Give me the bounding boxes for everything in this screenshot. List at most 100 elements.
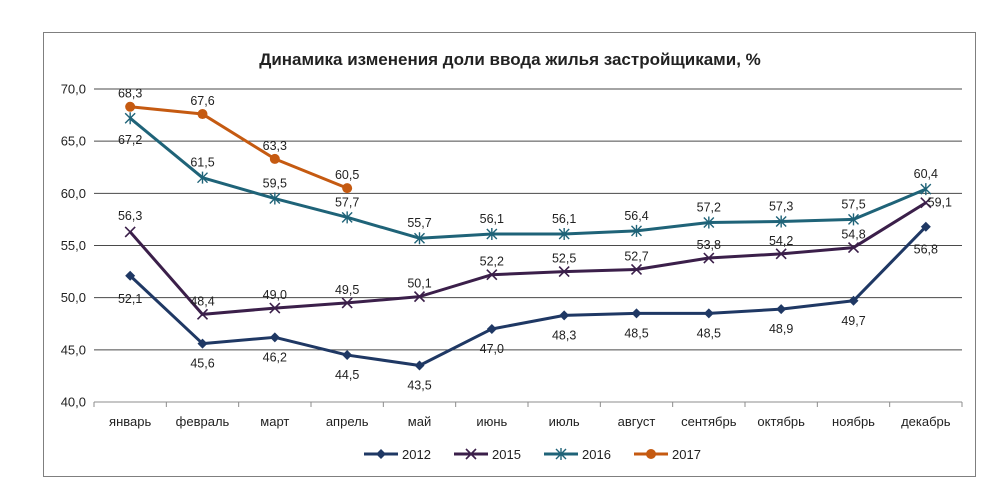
x-tick-label: август [618, 414, 656, 429]
data-point-2016 [631, 224, 642, 237]
data-label-layer: 52,1 45,6 46,2 44,5 43,5 47,0 48,3 48,5 48,5 48,9… [118, 87, 952, 393]
data-point-2012 [848, 295, 859, 306]
legend: 2012 2015 2016 2017 [364, 447, 701, 462]
x-tick-label: октябрь [757, 414, 805, 429]
data-point-2015 [196, 308, 209, 320]
data-label: 56,3 [118, 209, 142, 223]
y-tick-label: 55,0 [61, 238, 86, 253]
data-point-2015 [269, 302, 281, 314]
data-label: 56,8 [914, 243, 938, 257]
data-label: 48,5 [624, 326, 648, 340]
data-point-2015 [920, 197, 932, 209]
data-point-2015 [341, 297, 353, 309]
data-label: 60,5 [335, 168, 359, 182]
data-point-2015 [558, 266, 570, 278]
data-point-2015 [775, 248, 787, 260]
data-label: 53,8 [697, 238, 721, 252]
data-label: 52,7 [624, 249, 648, 263]
y-tick-label: 60,0 [61, 186, 86, 201]
data-point-2016 [197, 171, 208, 184]
legend-item-2017: 2017 [634, 447, 701, 462]
data-label: 57,3 [769, 200, 793, 214]
data-point-2017 [125, 101, 136, 112]
data-label: 67,2 [118, 133, 142, 147]
x-tick-label: февраль [176, 414, 230, 429]
data-label: 56,4 [624, 209, 648, 223]
data-point-2015 [703, 252, 715, 264]
axis-layer: 40,0 45,0 50,0 55,0 60,0 65,0 70,0 январь феврал… [61, 82, 963, 429]
data-label: 50,1 [407, 277, 431, 291]
series-line-2015 [129, 201, 927, 316]
legend-marker-2015 [465, 448, 477, 460]
legend-marker-2016 [555, 448, 567, 460]
series-line-2012 [129, 225, 927, 367]
x-tick-label: ноябрь [832, 414, 875, 429]
chart-frame: Динамика изменения доли ввода жилья заст… [43, 32, 976, 477]
legend-marker-2017 [646, 449, 656, 459]
data-point-2017 [269, 153, 280, 164]
series-2012 [125, 221, 931, 371]
line-chart: Динамика изменения доли ввода жилья заст… [61, 50, 963, 462]
data-point-2012 [776, 304, 787, 315]
data-point-2016 [920, 183, 932, 196]
data-label: 59,1 [928, 196, 952, 210]
data-point-2012 [559, 310, 570, 321]
data-label: 56,1 [552, 212, 576, 226]
data-point-2012 [703, 308, 714, 319]
data-point-2012 [414, 360, 425, 371]
x-tick-label: июль [549, 414, 580, 429]
data-label: 44,5 [335, 368, 359, 382]
data-label: 48,5 [697, 326, 721, 340]
x-tick-label: январь [109, 414, 151, 429]
data-label: 59,5 [263, 177, 287, 191]
data-point-2017 [197, 109, 208, 120]
data-point-2015 [124, 226, 136, 238]
data-label: 57,7 [335, 195, 359, 209]
data-point-2017 [342, 183, 353, 194]
data-label: 55,7 [407, 216, 431, 230]
data-point-2012 [269, 332, 280, 343]
data-point-2016 [558, 228, 570, 241]
y-tick-label: 70,0 [61, 82, 86, 97]
data-point-2016 [124, 112, 136, 125]
series-layer [124, 101, 932, 371]
y-tick-label: 65,0 [61, 134, 86, 149]
data-point-2016 [269, 192, 281, 205]
data-point-2016 [775, 215, 787, 228]
data-label: 63,3 [263, 139, 287, 153]
series-line-2016 [129, 117, 927, 240]
data-point-2015 [486, 269, 498, 281]
data-point-2012 [920, 221, 931, 232]
data-label: 60,4 [914, 167, 938, 181]
data-point-2012 [125, 270, 136, 281]
data-label: 57,5 [841, 197, 865, 211]
data-label: 67,6 [190, 94, 214, 108]
data-label: 48,4 [190, 294, 214, 308]
chart-title: Динамика изменения доли ввода жилья заст… [259, 50, 761, 69]
grid-layer [94, 88, 962, 403]
y-tick-label: 40,0 [61, 395, 86, 410]
data-point-2016 [341, 211, 353, 224]
data-point-2016 [848, 213, 859, 226]
data-label: 54,8 [841, 228, 865, 242]
data-label: 43,5 [407, 378, 431, 392]
legend-label-2016: 2016 [582, 447, 611, 462]
legend-item-2015: 2015 [454, 447, 521, 462]
data-label: 46,2 [263, 350, 287, 364]
series-2015 [124, 197, 932, 320]
data-point-2012 [342, 350, 353, 361]
legend-label-2015: 2015 [492, 447, 521, 462]
y-tick-label: 45,0 [61, 342, 86, 357]
legend-marker-2012 [376, 449, 386, 459]
data-label: 52,1 [118, 292, 142, 306]
x-tick-label: апрель [326, 414, 369, 429]
data-point-2016 [414, 232, 425, 245]
data-label: 61,5 [190, 156, 214, 170]
data-label: 49,5 [335, 283, 359, 297]
data-point-2015 [847, 242, 860, 254]
data-label: 56,1 [480, 212, 504, 226]
data-label: 48,3 [552, 328, 576, 342]
data-label: 48,9 [769, 322, 793, 336]
series-2017 [125, 101, 353, 194]
data-point-2012 [197, 338, 208, 349]
